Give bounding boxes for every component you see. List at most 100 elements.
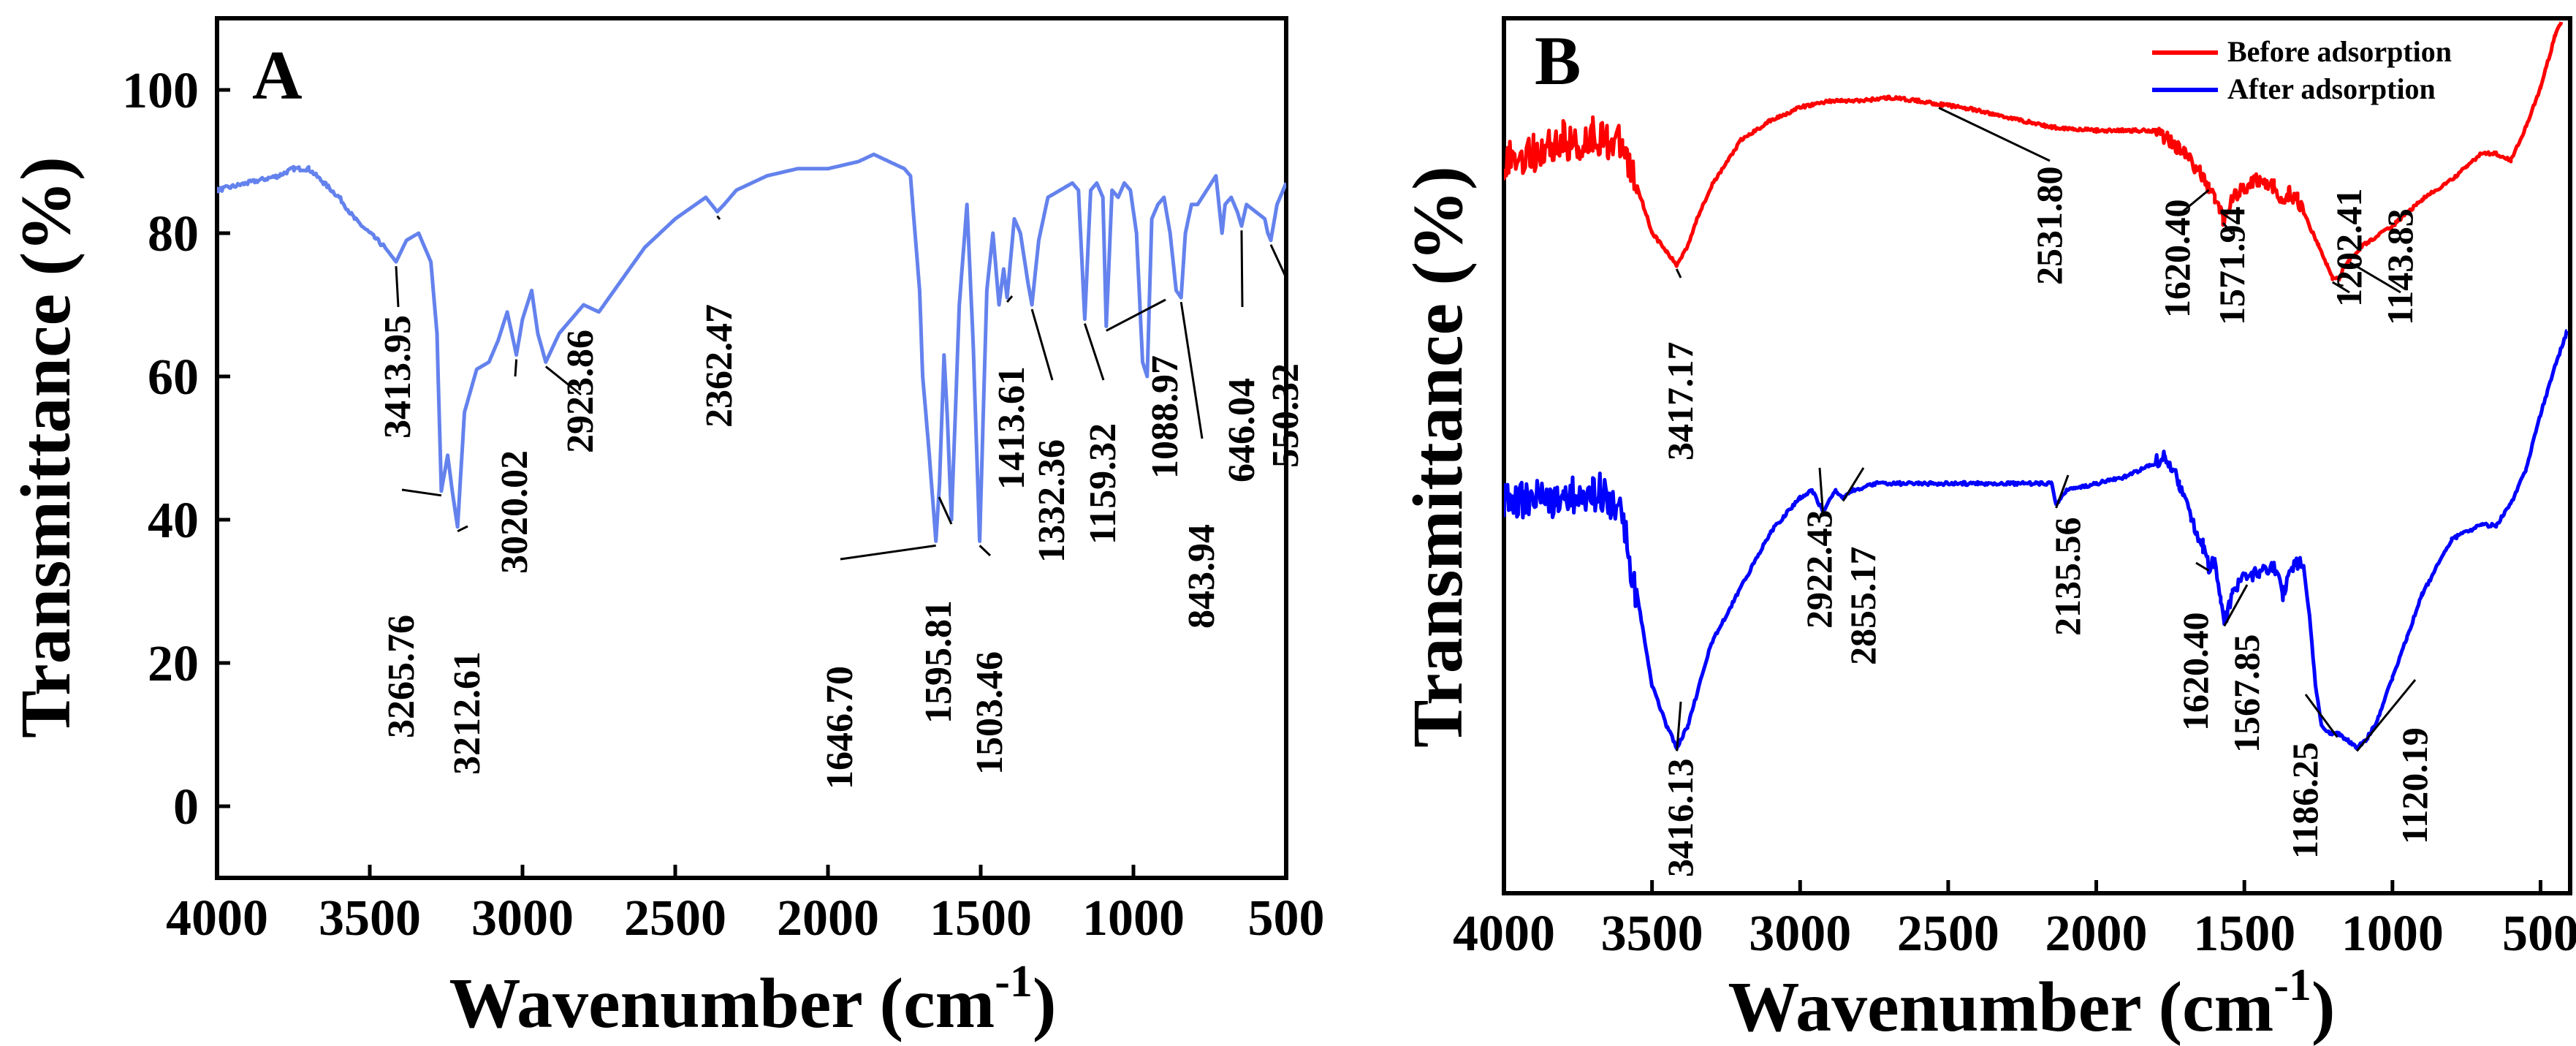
- panel-b-after-peak-label: 1567.85: [2226, 634, 2267, 754]
- panel-a-annotation-leader: [1269, 244, 1288, 278]
- panel-a-peak-label: 1646.70: [819, 666, 861, 789]
- panel-b-x-axis-title-close: ): [2311, 968, 2336, 1046]
- panel-b-after-leader: [2355, 679, 2417, 752]
- panel-a-peak-label: 646.04: [1221, 378, 1263, 482]
- panel-b-before-peak-label: 1202.41: [2328, 189, 2369, 308]
- panel-a-annotation-leader: [716, 215, 721, 220]
- panel-a-peak-label: 3413.95: [377, 315, 419, 439]
- panel-b-letter: B: [1535, 22, 1581, 99]
- panel-a-peak-label: 1332.36: [1031, 439, 1073, 563]
- panel-b-after-peak-label: 1120.19: [2394, 727, 2435, 844]
- panel-a-annotation-leader: [1179, 301, 1204, 439]
- panel-b-after-peak-label: 2135.56: [2047, 518, 2088, 637]
- panel-a-y-tick-label: 100: [122, 63, 199, 119]
- panel-b-x-axis-title-sup: -1: [2273, 960, 2311, 1010]
- panel-b-x-tick-label: 2000: [2045, 906, 2148, 962]
- panel-b-legend: Before adsorption After adsorption: [2152, 35, 2452, 105]
- panel-a-x-tick-label: 3500: [319, 890, 421, 947]
- panel-a-x-tick-label: 4000: [166, 890, 268, 947]
- panel-b-after-peak-label: 3416.13: [1660, 759, 1701, 878]
- panel-a-peak-label: 2923.86: [560, 330, 601, 453]
- legend-label-after: After adsorption: [2227, 72, 2436, 105]
- panel-a-peak-label: 2362.47: [699, 304, 740, 428]
- panel-a-peak-label: 1413.61: [991, 366, 1033, 490]
- panel-b-after-leader: [2055, 474, 2070, 509]
- panel-b-before-peak-label: 2531.80: [2029, 167, 2070, 286]
- panel-a-x-axis-title-sup: -1: [995, 957, 1033, 1007]
- panel-a-x-tick-label: 2000: [777, 890, 879, 947]
- panel-a-peak-label: 1503.46: [969, 651, 1011, 775]
- panel-a-x-tick-label: 1500: [930, 890, 1032, 947]
- panel-a-annotation-leader: [1006, 295, 1014, 303]
- panel-a-peak-label: 550.32: [1265, 363, 1307, 468]
- panel-a-annotation-leader: [1030, 308, 1054, 381]
- panel-b-before-peak-label: 1571.94: [2211, 207, 2252, 326]
- panel-b-before-peak-label: 1143.83: [2379, 208, 2420, 325]
- panel-b-after-peak-label: 1186.25: [2284, 742, 2325, 859]
- panel-a-y-tick-label: 60: [148, 349, 199, 406]
- panel-a-x-tick-label: 1000: [1082, 890, 1185, 947]
- panel-b-x-tick-label: 2500: [1897, 906, 1999, 962]
- panel-b-before-peak-label: 1620.40: [2157, 200, 2197, 319]
- panel-b-before-leader: [2222, 222, 2234, 235]
- panel-b-x-axis-title-main: Wavenumber (cm: [1728, 968, 2273, 1046]
- panel-b-after-line: [1504, 329, 2569, 751]
- panel-a-plot-area: [217, 152, 1286, 543]
- panel-b-before-leader: [2177, 189, 2210, 217]
- panel-a-ftir-line: [217, 152, 1286, 543]
- panel-b-after-peak-label: 2855.17: [1842, 547, 1883, 666]
- panel-b-before-leader: [1938, 107, 2051, 162]
- panel-b-after-peak-label: 2922.43: [1798, 510, 1839, 629]
- panel-a-peak-annotations: 3413.95 3265.76 3212.61 3020.02 2923.86 2362.…: [377, 215, 1307, 789]
- panel-a-peak-label: 1595.81: [918, 600, 960, 724]
- panel-a-peak-label: 1088.97: [1144, 355, 1186, 479]
- panel-a-annotation-leader: [544, 365, 582, 396]
- legend-label-before: Before adsorption: [2227, 35, 2452, 68]
- panel-b-frame: [1502, 16, 2572, 895]
- panel-b-after-peak-label: 1620.40: [2175, 613, 2216, 732]
- panel-b-after-leader: [1818, 467, 1825, 515]
- panel-b-x-tick-label: 4000: [1453, 906, 1555, 962]
- panel-b-x-tick-label: 1500: [2193, 906, 2295, 962]
- panel-a-y-axis-title: Transmittance (%): [7, 156, 86, 738]
- panel-b-y-axis-title: Transmittance (%): [1399, 166, 1478, 748]
- panel-a-annotation-leader: [840, 544, 936, 561]
- panel-a-y-tick-label: 20: [148, 636, 199, 692]
- panel-a-y-ticks: 0 20 40 60 80 100: [122, 63, 230, 835]
- panel-b-x-tick-label: 3500: [1601, 906, 1703, 962]
- panel-b-before-leader: [2349, 261, 2401, 294]
- panel-b-x-tick-label: 1000: [2341, 906, 2444, 962]
- panel-a-x-ticks: 4000 3500 3000 2500 2000 1500 1000 500: [166, 865, 1325, 947]
- panel-a-x-axis-title-main: Wavenumber (cm: [449, 964, 995, 1043]
- panel-a-frame: [215, 16, 1288, 880]
- panel-a: 0 20 40 60 80 100 4000 3500 3000 2500 2000 1500 100…: [7, 16, 1325, 1043]
- panel-a-letter: A: [252, 37, 303, 114]
- panel-b-before-leader: [1675, 268, 1682, 278]
- panel-a-peak-label: 1159.32: [1082, 423, 1124, 545]
- panel-a-annotation-leader: [1106, 298, 1166, 332]
- panel-a-x-axis-title-close: ): [1033, 964, 1057, 1043]
- panel-a-x-tick-label: 3000: [471, 890, 574, 947]
- panel-b-before-peak-label: 3417.17: [1660, 342, 1701, 461]
- panel-a-annotation-leader: [1083, 323, 1105, 381]
- panel-a-x-tick-label: 500: [1248, 890, 1325, 947]
- panel-b-x-axis-title: Wavenumber (cm-1): [1728, 960, 2335, 1046]
- panel-a-annotation-leader: [401, 488, 442, 497]
- panel-b-after-leader: [2195, 561, 2210, 572]
- panel-a-y-tick-label: 0: [173, 779, 199, 835]
- panel-a-annotation-leader: [938, 496, 953, 525]
- panel-b-x-tick-label: 3000: [1749, 906, 1851, 962]
- panel-b-after-leader: [2223, 584, 2249, 627]
- panel-b: 4000 3500 3000 2500 2000 1500 1000 500 3417.17 2…: [1399, 16, 2576, 1046]
- panel-a-x-tick-label: 2500: [624, 890, 726, 947]
- panel-a-peak-label: 3212.61: [447, 651, 488, 775]
- panel-a-annotation-leader: [979, 545, 992, 557]
- panel-a-y-tick-label: 80: [148, 206, 199, 262]
- panel-a-peak-label: 3020.02: [494, 450, 536, 574]
- panel-b-after-leader: [2304, 694, 2338, 738]
- panel-a-x-axis-title: Wavenumber (cm-1): [449, 957, 1056, 1043]
- panel-b-peak-annotations: 3417.17 2531.80 1620.40 1571.94 1202.41 1143.…: [1660, 107, 2435, 878]
- panel-a-y-tick-label: 40: [148, 493, 199, 549]
- panel-a-annotation-leader: [395, 266, 400, 308]
